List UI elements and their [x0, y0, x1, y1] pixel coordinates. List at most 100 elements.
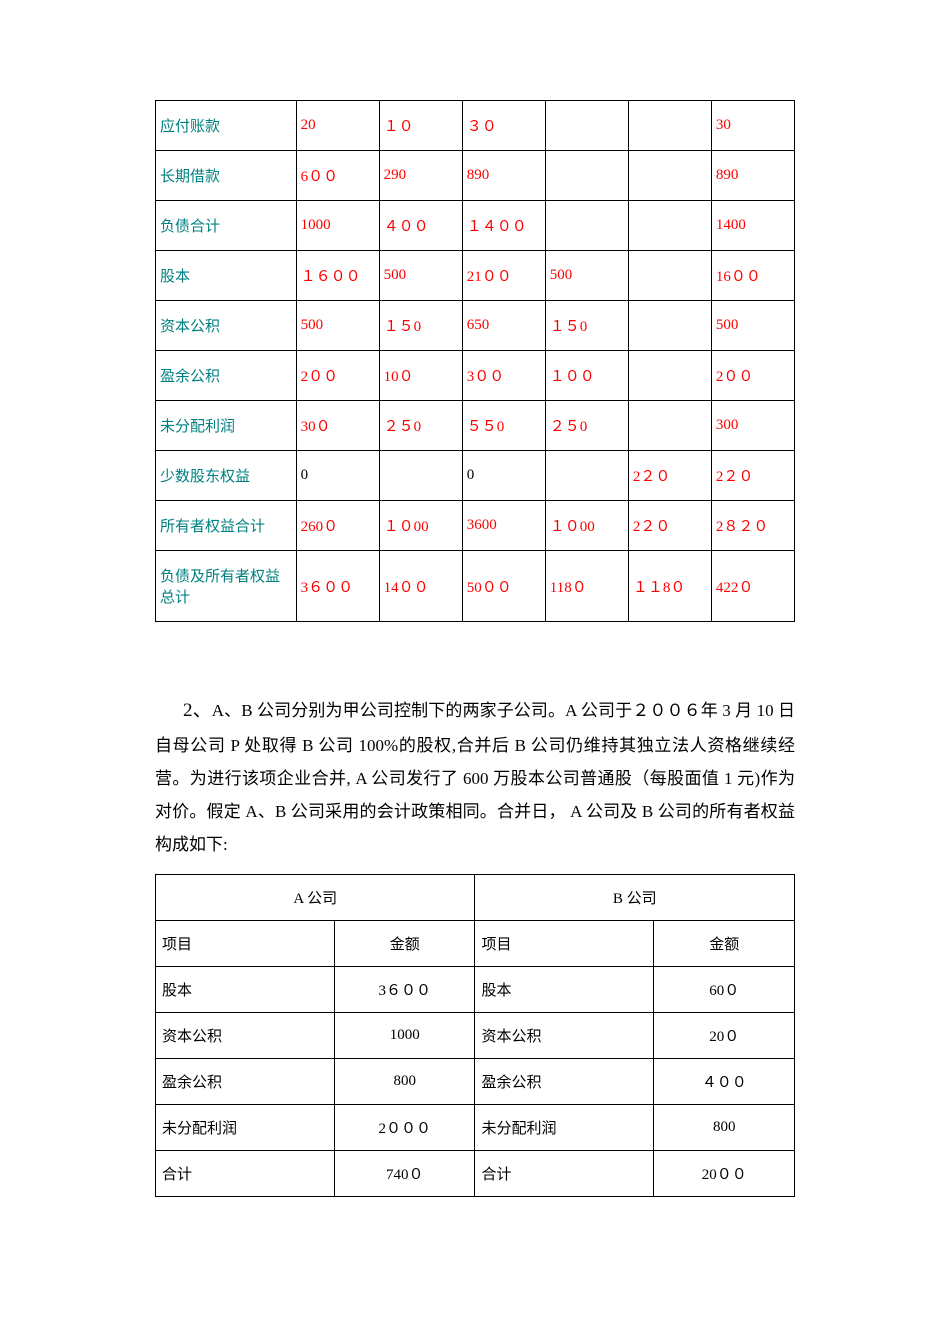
cell-value: 2００ [711, 351, 794, 401]
cell-value: 3６００ [296, 551, 379, 622]
cell-value: 3600 [462, 501, 545, 551]
cell-value: 50００ [462, 551, 545, 622]
cell-value: 650 [462, 301, 545, 351]
table-row: 长期借款6００290890890 [156, 151, 795, 201]
cell-value [628, 151, 711, 201]
cell-value: 10０ [379, 351, 462, 401]
cell-value: 资本公积 [156, 1012, 335, 1058]
cell-value: ３０ [462, 101, 545, 151]
col-amount-a: 金额 [334, 920, 475, 966]
col-amount-b: 金额 [654, 920, 795, 966]
table-row: A 公司 B 公司 [156, 874, 795, 920]
cell-value: 118０ [545, 551, 628, 622]
financial-table-1: 应付账款20１０３０30长期借款6００290890890负债合计1000４００１… [155, 100, 795, 622]
cell-value: 未分配利润 [475, 1104, 654, 1150]
cell-value: 800 [654, 1104, 795, 1150]
cell-value [628, 301, 711, 351]
cell-value: 2２０ [711, 451, 794, 501]
cell-value: 60０ [654, 966, 795, 1012]
cell-value: 500 [296, 301, 379, 351]
cell-value: 500 [545, 251, 628, 301]
cell-value: 422０ [711, 551, 794, 622]
table-row: 股本3６００股本60０ [156, 966, 795, 1012]
cell-value: 500 [379, 251, 462, 301]
table-row: 少数股东权益002２０2２０ [156, 451, 795, 501]
cell-value: 890 [711, 151, 794, 201]
row-label: 应付账款 [156, 101, 297, 151]
cell-value: 合计 [156, 1150, 335, 1196]
cell-value: 20 [296, 101, 379, 151]
cell-value: 500 [711, 301, 794, 351]
row-label: 负债及所有者权益总计 [156, 551, 297, 622]
cell-value: １５0 [545, 301, 628, 351]
cell-value: 3６００ [334, 966, 475, 1012]
cell-value: 0 [462, 451, 545, 501]
cell-value: 3００ [462, 351, 545, 401]
cell-value: 890 [462, 151, 545, 201]
cell-value: 资本公积 [475, 1012, 654, 1058]
document-page: 应付账款20１０３０30长期借款6００290890890负债合计1000４００１… [0, 0, 950, 1277]
cell-value: ２５0 [379, 401, 462, 451]
table-row: 合计740０合计20００ [156, 1150, 795, 1196]
cell-value: 1400 [711, 201, 794, 251]
cell-value: 800 [334, 1058, 475, 1104]
cell-value: １０ [379, 101, 462, 151]
cell-value: 300 [711, 401, 794, 451]
col-item-b: 项目 [475, 920, 654, 966]
cell-value: 20０ [654, 1012, 795, 1058]
cell-value: 盈余公积 [475, 1058, 654, 1104]
cell-value: 盈余公积 [156, 1058, 335, 1104]
cell-value: 20００ [654, 1150, 795, 1196]
cell-value: 1000 [296, 201, 379, 251]
row-label: 资本公积 [156, 301, 297, 351]
table-row: 所有者权益合计260０１０003600１０002２０2８２０ [156, 501, 795, 551]
table-row: 资本公积1000资本公积20０ [156, 1012, 795, 1058]
cell-value: １０00 [545, 501, 628, 551]
row-label: 少数股东权益 [156, 451, 297, 501]
col-item-a: 项目 [156, 920, 335, 966]
cell-value: 14００ [379, 551, 462, 622]
table-row: 负债及所有者权益总计3６００14００50００118０１１8０422０ [156, 551, 795, 622]
cell-value: 1000 [334, 1012, 475, 1058]
cell-value: １５0 [379, 301, 462, 351]
row-label: 长期借款 [156, 151, 297, 201]
cell-value [628, 401, 711, 451]
table-row: 项目 金额 项目 金额 [156, 920, 795, 966]
table-row: 资本公积500１５0650１５0500 [156, 301, 795, 351]
table-row: 股本１６００50021００50016００ [156, 251, 795, 301]
table-row: 未分配利润2０００未分配利润800 [156, 1104, 795, 1150]
cell-value: 6００ [296, 151, 379, 201]
cell-value: １０00 [379, 501, 462, 551]
table-row: 应付账款20１０３０ 30 [156, 101, 795, 151]
question-text: A、B 公司分别为甲公司控制下的两家子公司。A 公司于２００６年 3 月 10 … [155, 701, 795, 854]
cell-value [628, 201, 711, 251]
cell-value: ４００ [379, 201, 462, 251]
cell-value: 0 [296, 451, 379, 501]
row-label: 股本 [156, 251, 297, 301]
cell-value: 30 [711, 101, 794, 151]
table-row: 盈余公积2００10０3００１００2００ [156, 351, 795, 401]
cell-value: 股本 [156, 966, 335, 1012]
cell-value [379, 451, 462, 501]
cell-value: 2０００ [334, 1104, 475, 1150]
row-label: 未分配利润 [156, 401, 297, 451]
cell-value [545, 451, 628, 501]
cell-value: 合计 [475, 1150, 654, 1196]
cell-value [628, 351, 711, 401]
row-label: 盈余公积 [156, 351, 297, 401]
cell-value: １４００ [462, 201, 545, 251]
cell-value: 2２０ [628, 501, 711, 551]
row-label: 负债合计 [156, 201, 297, 251]
cell-value [628, 251, 711, 301]
table-row: 未分配利润30０２５0５５0２５0300 [156, 401, 795, 451]
cell-value: 21００ [462, 251, 545, 301]
cell-value: ２５0 [545, 401, 628, 451]
cell-value: 30０ [296, 401, 379, 451]
cell-value: １００ [545, 351, 628, 401]
company-a-header: A 公司 [156, 874, 475, 920]
cell-value: 16００ [711, 251, 794, 301]
cell-value: １６００ [296, 251, 379, 301]
cell-value [545, 101, 628, 151]
cell-value: 未分配利润 [156, 1104, 335, 1150]
cell-value [628, 101, 711, 151]
